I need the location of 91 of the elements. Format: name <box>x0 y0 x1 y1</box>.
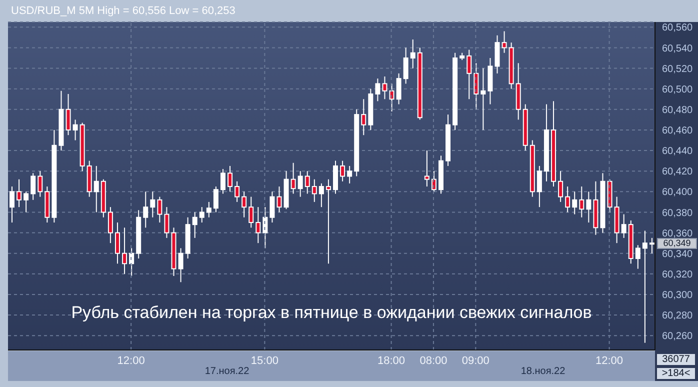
x-tick-label: 12:00 <box>117 354 145 367</box>
text: 60,349 <box>657 238 697 249</box>
y-tick-label: 60,280 <box>662 310 694 322</box>
candlestick <box>157 196 162 223</box>
candlestick <box>572 191 578 215</box>
y-tick-label: 60,560 <box>662 22 694 34</box>
x-tick-label: 15:00 <box>250 354 278 367</box>
y-tick-label: 60,300 <box>662 290 694 302</box>
candlestick <box>494 34 500 74</box>
candlestick <box>424 150 430 188</box>
candlestick <box>480 68 486 130</box>
candlestick <box>298 170 303 198</box>
candlestick <box>642 230 648 344</box>
candlestick <box>206 201 212 218</box>
candlestick <box>403 47 408 84</box>
y-tick-label: 60,540 <box>662 43 694 54</box>
y-tick-label: 60,500 <box>662 84 694 96</box>
text: 17.ноя.22 <box>204 366 250 377</box>
annotation: Рубль стабилен на торгах в пятнице в ожидании свежих сигналов <box>70 303 593 323</box>
candlestick <box>649 237 654 254</box>
chart-title: USD/RUB_M 5M High = 60,556 Low = 60,253 <box>11 5 236 17</box>
candlestick <box>220 168 226 194</box>
x-tick-label: 12:00 <box>596 354 624 367</box>
candlestick <box>178 248 184 283</box>
candlestick <box>192 212 198 238</box>
candlestick <box>114 222 120 264</box>
text: 36077 <box>657 354 695 365</box>
x-tick-label: 18:00 <box>378 354 406 367</box>
y-tick-label: 60,440 <box>662 146 694 158</box>
candlestick <box>248 196 254 228</box>
candlestick <box>108 206 113 244</box>
candlestick <box>375 78 380 102</box>
candlestick <box>502 30 507 54</box>
candlestick <box>621 214 626 238</box>
candlestick <box>318 182 324 208</box>
candlestick <box>16 178 22 208</box>
candlestick <box>466 49 472 100</box>
y-tick-label: 60,380 <box>662 208 694 219</box>
candlestick <box>30 172 36 200</box>
candlestick <box>361 98 366 136</box>
candlestick <box>326 178 331 264</box>
candlestick <box>396 72 402 105</box>
candlestick <box>536 165 542 208</box>
candlestick <box>586 191 592 223</box>
candlestick <box>242 191 247 218</box>
candlestick <box>94 165 99 213</box>
candlestick <box>410 38 416 69</box>
candlestick <box>150 191 156 218</box>
candlestick <box>347 165 352 184</box>
candlestick <box>234 180 240 202</box>
text: >184< <box>657 368 695 379</box>
candlestick <box>382 76 388 100</box>
y-tick-label: 60,360 <box>662 228 694 240</box>
candlestick <box>290 162 296 194</box>
y-tick-label: 60,420 <box>662 166 694 178</box>
candlestick <box>270 191 275 223</box>
candlestick <box>164 206 170 238</box>
candlestick <box>635 244 640 270</box>
candlestick <box>312 178 317 202</box>
candlestick <box>199 206 204 223</box>
candlestick <box>304 170 310 194</box>
candlestick <box>122 227 128 274</box>
y-tick-label: 60,340 <box>662 248 694 260</box>
y-tick-label: 60,480 <box>662 104 694 116</box>
candlestick <box>474 62 479 110</box>
y-tick-label: 60,520 <box>662 64 694 75</box>
y-tick-label: 60,400 <box>662 187 694 198</box>
candlestick <box>143 191 148 228</box>
candlestick <box>24 191 29 213</box>
text: 18.ноя.22 <box>520 366 566 377</box>
candlestick <box>333 160 338 194</box>
x-tick-label: 09:00 <box>462 354 490 367</box>
y-tick-label: 60,460 <box>662 126 694 137</box>
candlestick <box>558 170 564 202</box>
candlestick <box>389 83 394 112</box>
candlestick <box>129 248 134 276</box>
candlestick <box>38 170 43 198</box>
candlestick <box>262 206 268 249</box>
candlestick <box>579 186 584 218</box>
candlestick <box>276 186 282 213</box>
candlestick <box>228 165 233 192</box>
y-tick-label: 60,260 <box>662 331 694 342</box>
candlestick <box>340 160 346 182</box>
candlestick <box>213 186 218 213</box>
y-tick-label: 60,320 <box>662 269 694 280</box>
x-tick-label: 08:00 <box>420 354 448 367</box>
candlestick <box>72 119 78 141</box>
candlestick <box>565 186 570 213</box>
candlestick <box>10 186 14 223</box>
candlestick <box>66 93 71 136</box>
candlestick <box>256 206 261 244</box>
